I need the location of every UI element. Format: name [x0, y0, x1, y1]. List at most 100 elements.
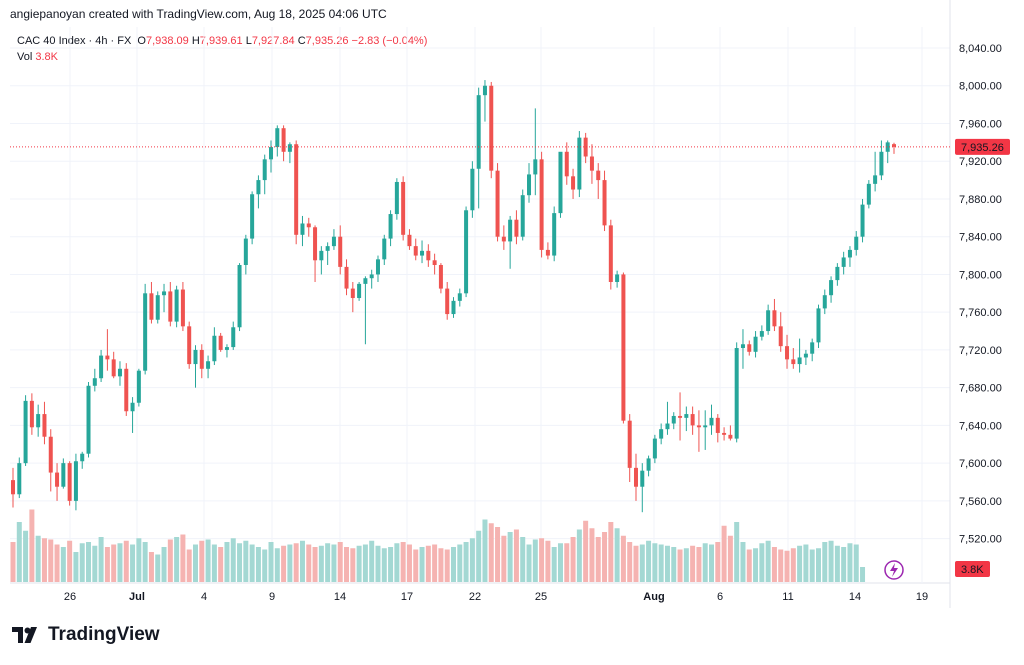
volume-bar [255, 547, 261, 582]
candle-body [445, 288, 450, 315]
volume-bar [828, 540, 834, 582]
candle-body [130, 402, 135, 412]
candle-body [785, 346, 790, 360]
candle-body [520, 195, 525, 237]
volume-bar [174, 537, 180, 582]
time-tick-label: Jul [129, 591, 145, 603]
candle-body [810, 342, 815, 354]
volume-bar [268, 542, 274, 582]
volume-bar [734, 522, 740, 582]
volume-bar [557, 543, 563, 582]
time-axis: 26 Jul 4 9 14 17 22 25 Aug 6 11 14 19 [64, 591, 928, 603]
candle-body [218, 335, 223, 350]
candle-body [671, 415, 676, 424]
candle-body [885, 142, 890, 152]
volume-bar [469, 538, 475, 582]
volume-bars [10, 509, 866, 582]
volume-bar [331, 544, 337, 582]
volume-bar [545, 540, 551, 582]
chart-attribution: angiepanoyan created with TradingView.co… [10, 7, 387, 21]
volume-bar [186, 549, 192, 582]
candle-body [633, 467, 638, 487]
candle-body [426, 250, 431, 261]
candle-body [29, 400, 34, 428]
candle-body [715, 417, 720, 433]
volume-bar [658, 544, 664, 582]
candle-body [564, 151, 569, 177]
volume-bar [715, 542, 721, 582]
volume-bar [476, 530, 482, 582]
price-tick-label: 8,000.00 [959, 81, 1002, 93]
volume-bar [488, 523, 494, 582]
candle-body [67, 463, 72, 501]
volume-bar [425, 545, 431, 582]
candle-body [143, 293, 148, 371]
brand-name: TradingView [48, 624, 160, 645]
candle-body [243, 238, 248, 266]
lightning-event-icon[interactable] [884, 560, 904, 580]
candle-body [759, 331, 764, 337]
volume-bar [797, 545, 803, 582]
candle-body [48, 436, 53, 473]
volume-bar [564, 543, 570, 582]
time-tick-label: 11 [782, 591, 793, 603]
price-tick-label: 8,040.00 [959, 43, 1002, 55]
close-label: C [297, 35, 306, 47]
candle-body [187, 326, 192, 365]
volume-bar [501, 535, 507, 582]
volume-bar [614, 528, 620, 582]
candle-body [168, 291, 173, 322]
volume-bar [180, 534, 186, 582]
candle-body [803, 353, 808, 358]
volume-bar [123, 540, 129, 582]
candle-body [508, 219, 513, 242]
volume-bar [778, 549, 784, 582]
volume-bar [312, 547, 318, 582]
volume-bar [690, 545, 696, 582]
candle-body [841, 257, 846, 267]
volume-value: 3.8K [35, 51, 58, 63]
candle-body [489, 85, 494, 171]
volume-bar [589, 528, 595, 582]
volume-bar [142, 542, 148, 582]
time-tick-label: 17 [401, 591, 413, 603]
volume-bar [709, 544, 715, 582]
last-volume-tag [955, 561, 990, 577]
candle-body [860, 204, 865, 237]
candle-body [879, 151, 884, 176]
volume-bar [771, 547, 777, 582]
volume-bar [406, 544, 412, 582]
ohlc-legend-row: CAC 40 Index · 4h · FX O7,938.09 H7,939.… [17, 33, 427, 49]
candle-body [589, 156, 594, 171]
tradingview-brand[interactable]: TradingView [12, 624, 160, 646]
volume-bar [740, 542, 746, 582]
candle-body [36, 414, 41, 428]
candle-body [514, 219, 519, 237]
candle-body [596, 170, 601, 181]
candle-body [552, 213, 557, 256]
time-tick-label: 9 [269, 591, 275, 603]
candle-body [155, 295, 160, 320]
price-tick-label: 7,720.00 [959, 345, 1002, 357]
volume-bar [633, 545, 639, 582]
volume-bar [337, 542, 343, 582]
candle-body [451, 300, 456, 315]
volume-bar [281, 545, 287, 582]
volume-bar [639, 544, 645, 582]
candle-body [344, 266, 349, 289]
volume-bar [532, 539, 538, 582]
candle-body [659, 429, 664, 439]
time-tick-label: 14 [849, 591, 861, 603]
candle-body [363, 278, 368, 284]
volume-bar [262, 549, 268, 582]
open-value: 7,938.09 [145, 35, 189, 47]
volume-bar [344, 547, 350, 582]
volume-bar [117, 543, 123, 582]
price-tick-label: 7,560.00 [959, 496, 1002, 508]
volume-bar [155, 554, 161, 582]
volume-bar [318, 545, 324, 582]
volume-bar [381, 548, 387, 582]
candle-body [42, 414, 47, 437]
candle-body [734, 348, 739, 439]
